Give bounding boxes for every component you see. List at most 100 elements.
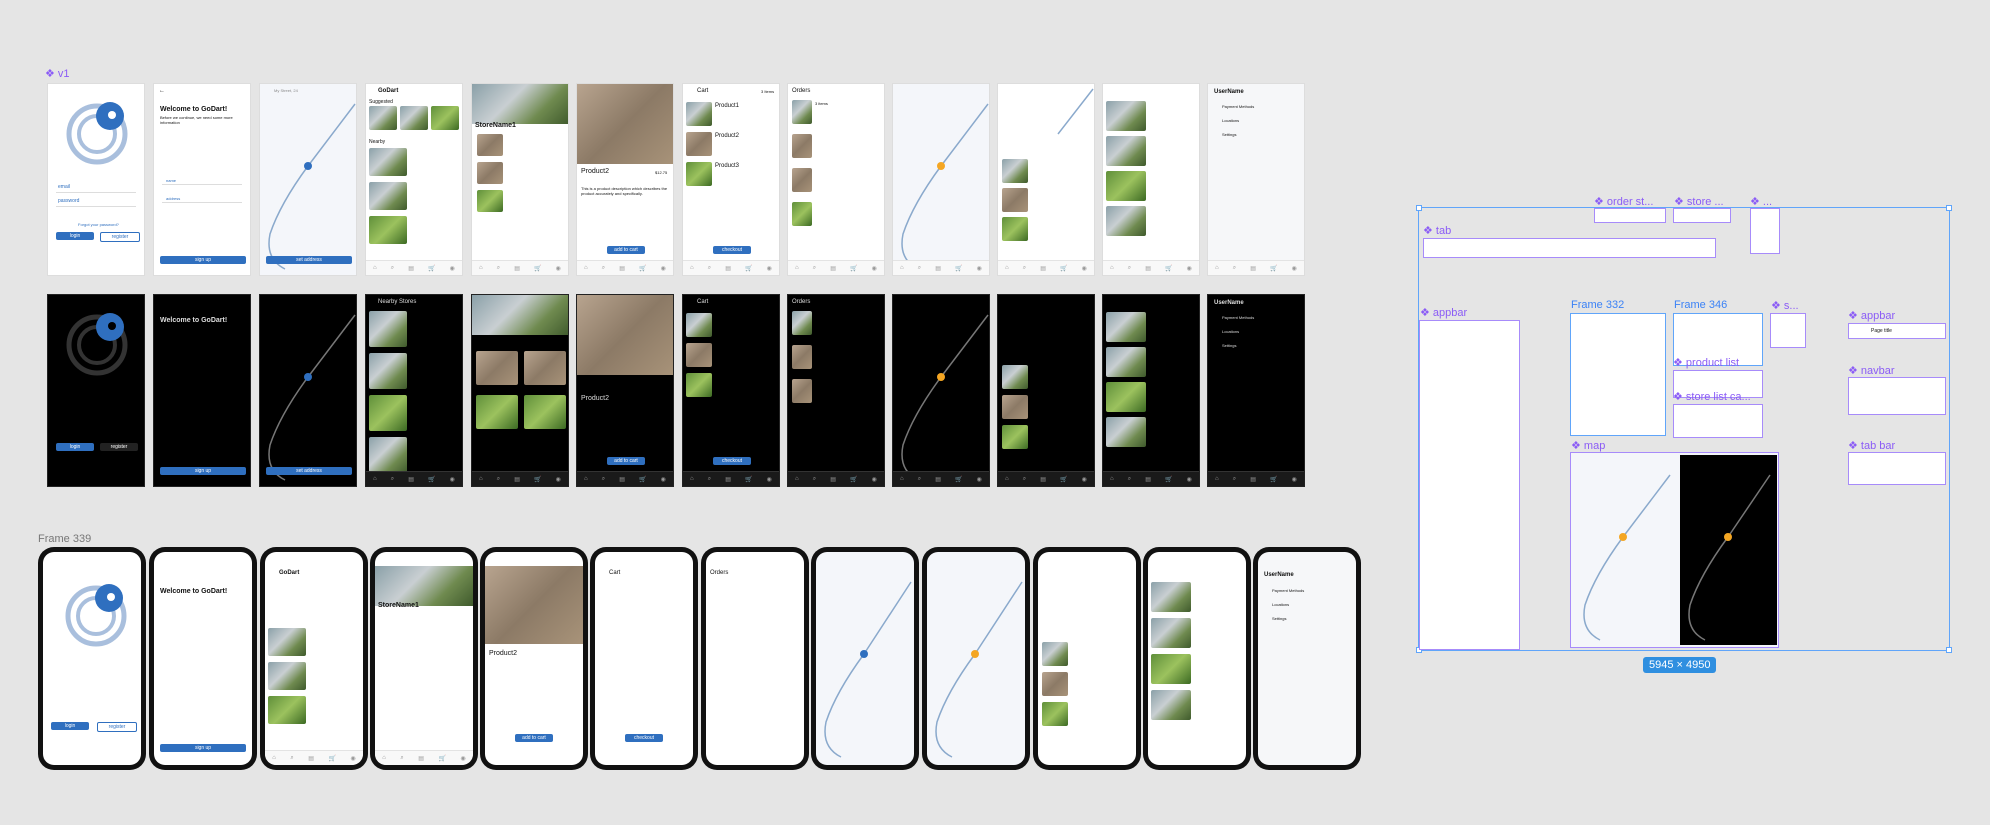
- frame346[interactable]: [1673, 313, 1763, 366]
- resize-handle[interactable]: [1416, 205, 1422, 211]
- bottom-navbar[interactable]: ⌂ ⌕ ▤ 🛒 ◉: [788, 471, 884, 486]
- bottom-navbar[interactable]: ⌂ ⌕ ▤ 🛒 ◉: [472, 471, 568, 486]
- sign-up-button[interactable]: sign up: [160, 744, 246, 752]
- screen-store-light[interactable]: StoreName1 ⌂ ⌕ ▤ 🛒 ◉: [471, 83, 569, 276]
- product-thumb[interactable]: [477, 162, 503, 184]
- product-thumb[interactable]: [524, 395, 566, 429]
- bottom-navbar[interactable]: ⌂ ⌕ ▤ 🛒 ◉: [366, 471, 462, 486]
- search-result-thumb[interactable]: [1106, 382, 1146, 412]
- locations-item[interactable]: Locations: [1222, 329, 1240, 334]
- store-thumb[interactable]: [369, 395, 407, 431]
- phone-product[interactable]: Product2 add to cart: [480, 547, 588, 770]
- product-thumb[interactable]: [476, 351, 518, 385]
- tab-label[interactable]: ❖ tab: [1423, 225, 1452, 237]
- store-component[interactable]: [1673, 208, 1731, 223]
- store-thumb[interactable]: [268, 662, 306, 690]
- search-result-thumb[interactable]: [1106, 417, 1146, 447]
- tabbar-component[interactable]: [1848, 452, 1946, 485]
- search-result-thumb[interactable]: [1106, 136, 1146, 166]
- settings-item[interactable]: Settings: [1222, 132, 1237, 137]
- appbar-component[interactable]: [1419, 320, 1520, 650]
- name-field[interactable]: [162, 184, 242, 185]
- bottom-navbar[interactable]: ⌂ ⌕ ▤ 🛒 ◉: [1208, 471, 1304, 486]
- phone-store[interactable]: StoreName1 ⌂ ⌕ ▤ 🛒 ◉: [370, 547, 478, 770]
- settings-item[interactable]: Settings: [1222, 343, 1237, 348]
- suggested-thumb[interactable]: [369, 106, 397, 130]
- search-result-thumb[interactable]: [1106, 101, 1146, 131]
- frame332[interactable]: [1570, 313, 1666, 436]
- forgot-link[interactable]: Forgot your password?: [78, 222, 119, 227]
- checkout-button[interactable]: checkout: [713, 457, 751, 465]
- login-button[interactable]: login: [56, 443, 94, 451]
- product-list-label[interactable]: ❖ product list: [1673, 357, 1740, 369]
- store-thumb[interactable]: [268, 628, 306, 656]
- search-result-thumb[interactable]: [1151, 618, 1191, 648]
- bottom-navbar[interactable]: ⌂ ⌕ ▤ 🛒 ◉: [1103, 471, 1199, 486]
- add-to-cart-button[interactable]: add to cart: [607, 246, 645, 254]
- phone-cart[interactable]: Cart checkout: [590, 547, 698, 770]
- screen-orders-light[interactable]: Orders 3 items ⌂ ⌕ ▤ 🛒 ◉: [787, 83, 885, 276]
- bottom-navbar[interactable]: ⌂ ⌕ ▤ 🛒 ◉: [1103, 260, 1199, 275]
- search-result-thumb[interactable]: [1106, 347, 1146, 377]
- store-thumb[interactable]: [369, 311, 407, 347]
- phone-login[interactable]: login register: [38, 547, 146, 770]
- register-button[interactable]: register: [100, 443, 138, 451]
- bottom-navbar[interactable]: ⌂ ⌕ ▤ 🛒 ◉: [375, 750, 473, 765]
- payment-methods-item[interactable]: Payment Methods: [1222, 315, 1255, 320]
- add-to-cart-button[interactable]: add to cart: [607, 457, 645, 465]
- locations-item[interactable]: Locations: [1272, 602, 1290, 607]
- set-address-button[interactable]: set address: [266, 256, 352, 264]
- store-thumb[interactable]: [268, 696, 306, 724]
- search-result-thumb[interactable]: [1151, 654, 1191, 684]
- screen-search-light[interactable]: ⌂ ⌕ ▤ 🛒 ◉: [1102, 83, 1200, 276]
- login-button[interactable]: login: [56, 232, 94, 240]
- store-list-ca-label[interactable]: ❖ store list ca...: [1673, 391, 1751, 403]
- bottom-navbar[interactable]: ⌂ ⌕ ▤ 🛒 ◉: [472, 260, 568, 275]
- phone-account[interactable]: UserName Payment Methods Locations Setti…: [1253, 547, 1361, 770]
- appbar-label[interactable]: ❖ appbar: [1420, 307, 1468, 319]
- bottom-navbar[interactable]: ⌂ ⌕ ▤ 🛒 ◉: [577, 471, 673, 486]
- store-list-card-component[interactable]: [1673, 404, 1763, 438]
- bottom-navbar[interactable]: ⌂ ⌕ ▤ 🛒 ◉: [998, 260, 1094, 275]
- search-result-thumb[interactable]: [1106, 312, 1146, 342]
- store-thumb[interactable]: [369, 353, 407, 389]
- phone-orders[interactable]: Orders: [701, 547, 809, 770]
- search-placeholder[interactable]: My Street, 24: [274, 88, 298, 93]
- stepper-component[interactable]: [1750, 208, 1780, 254]
- resize-handle[interactable]: [1946, 205, 1952, 211]
- screen-product-light[interactable]: Product2 $12.75 This is a product descri…: [576, 83, 674, 276]
- cart-item-thumb[interactable]: [686, 343, 712, 367]
- cart-item-thumb[interactable]: [686, 132, 712, 156]
- dots-label[interactable]: ❖ ...: [1750, 196, 1773, 208]
- bottom-navbar[interactable]: ⌂ ⌕ ▤ 🛒 ◉: [683, 471, 779, 486]
- screen-home-light[interactable]: GoDart Suggested Nearby ⌂ ⌕ ▤ 🛒 ◉: [365, 83, 463, 276]
- navbar-component[interactable]: [1848, 377, 1946, 415]
- bottom-navbar[interactable]: ⌂ ⌕ ▤ 🛒 ◉: [366, 260, 462, 275]
- screen-account-light[interactable]: UserName Payment Methods Locations Setti…: [1207, 83, 1305, 276]
- phone-search[interactable]: [1143, 547, 1251, 770]
- screen-product-dark[interactable]: Product2 add to cart ⌂ ⌕ ▤ 🛒 ◉: [576, 294, 674, 487]
- screen-map-light[interactable]: My Street, 24 set address: [259, 83, 357, 276]
- cart-item-thumb[interactable]: [686, 162, 712, 186]
- sign-up-button[interactable]: sign up: [160, 467, 246, 475]
- order-status-component[interactable]: [1594, 208, 1666, 223]
- set-address-button[interactable]: set address: [266, 467, 352, 475]
- suggested-thumb[interactable]: [400, 106, 428, 130]
- store-thumb[interactable]: [369, 182, 407, 210]
- order-thumb[interactable]: [792, 345, 812, 369]
- phone-map[interactable]: [811, 547, 919, 770]
- screen-nearby-dark[interactable]: Nearby Stores ⌂ ⌕ ▤ 🛒 ◉: [365, 294, 463, 487]
- phone-order-detail[interactable]: [1033, 547, 1141, 770]
- store-thumb[interactable]: [369, 148, 407, 176]
- cart-item-thumb[interactable]: [686, 373, 712, 397]
- component-frame-selection[interactable]: [1416, 205, 1952, 653]
- password-field[interactable]: [56, 206, 136, 207]
- product-thumb[interactable]: [477, 190, 503, 212]
- s-label[interactable]: ❖ s...: [1771, 300, 1799, 312]
- tabbar-label[interactable]: ❖ tab bar: [1848, 440, 1896, 452]
- tab-component[interactable]: [1423, 238, 1716, 258]
- phone-tracking[interactable]: [922, 547, 1030, 770]
- resize-handle[interactable]: [1946, 647, 1952, 653]
- frame346-label[interactable]: Frame 346: [1674, 299, 1728, 311]
- search-result-thumb[interactable]: [1151, 690, 1191, 720]
